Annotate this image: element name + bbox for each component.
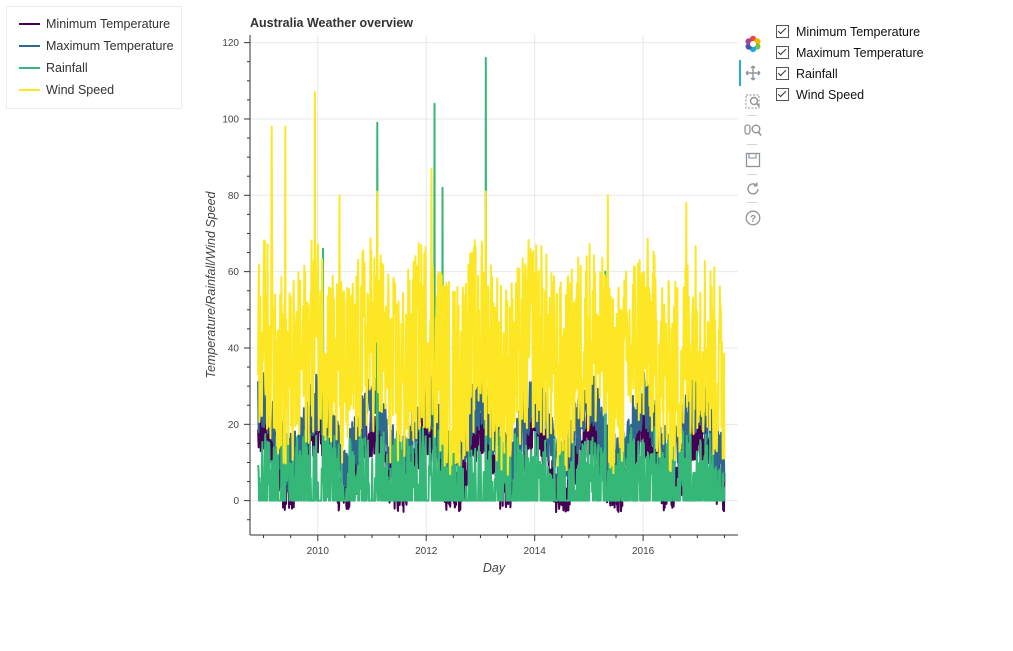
bokeh-logo-icon[interactable] (743, 34, 763, 54)
checkbox-max-temp[interactable]: Maximum Temperature (776, 42, 924, 63)
series-checkbox-group: Minimum Temperature Maximum Temperature … (776, 21, 924, 105)
legend-item-wind-speed[interactable]: Wind Speed (19, 80, 114, 100)
x-tick-label: 2012 (415, 546, 438, 557)
checkbox-rainfall[interactable]: Rainfall (776, 63, 924, 84)
legend-label: Wind Speed (46, 83, 115, 97)
legend-swatch-wind-speed (19, 89, 40, 91)
active-tool-indicator (739, 60, 741, 86)
checkbox-checked-icon[interactable] (776, 25, 789, 38)
chart-title: Australia Weather overview (250, 16, 414, 30)
chart-toolbar: ? (739, 30, 767, 230)
checkbox-checked-icon[interactable] (776, 46, 789, 59)
legend-swatch-max-temp (19, 45, 40, 47)
box-zoom-icon[interactable] (743, 92, 763, 112)
checkbox-label: Minimum Temperature (796, 24, 921, 39)
legend-label: Maximum Temperature (46, 39, 174, 53)
checkbox-label: Maximum Temperature (796, 45, 924, 60)
help-icon[interactable]: ? (743, 208, 763, 228)
pan-icon[interactable] (743, 63, 763, 83)
save-icon[interactable] (743, 150, 763, 170)
reset-icon[interactable] (743, 179, 763, 199)
y-tick-label: 40 (228, 343, 240, 354)
toolbar-separator (747, 115, 757, 116)
checkbox-label: Wind Speed (796, 87, 865, 102)
checkbox-checked-icon[interactable] (776, 88, 789, 101)
series-line-wind-speed (257, 91, 726, 476)
checkbox-wind-speed[interactable]: Wind Speed (776, 84, 924, 105)
checkbox-label: Rainfall (796, 66, 838, 81)
chart-legend: Minimum Temperature Maximum Temperature … (6, 6, 182, 109)
legend-item-max-temp[interactable]: Maximum Temperature (19, 36, 174, 56)
checkbox-min-temp[interactable]: Minimum Temperature (776, 21, 924, 42)
checkbox-checked-icon[interactable] (776, 67, 789, 80)
legend-swatch-rainfall (19, 67, 40, 69)
y-tick-label: 80 (228, 191, 240, 202)
svg-text:?: ? (750, 214, 756, 225)
x-tick-label: 2014 (524, 546, 547, 557)
y-tick-label: 60 (228, 267, 240, 278)
toolbar-separator (747, 174, 757, 175)
x-axis-label: Day (483, 561, 506, 575)
wheel-zoom-icon[interactable] (743, 120, 763, 140)
legend-item-rainfall[interactable]: Rainfall (19, 58, 88, 78)
x-tick-label: 2010 (307, 546, 330, 557)
toolbar-separator (747, 144, 757, 145)
series-line-rainfall (257, 56, 726, 502)
y-axis-label: Temperature/Rainfall/Wind Speed (204, 190, 218, 378)
y-tick-label: 0 (233, 496, 239, 507)
legend-label: Rainfall (46, 61, 88, 75)
y-tick-label: 120 (222, 38, 239, 49)
legend-item-min-temp[interactable]: Minimum Temperature (19, 14, 170, 34)
toolbar-separator (747, 202, 757, 203)
x-tick-label: 2016 (632, 546, 655, 557)
y-tick-label: 100 (222, 114, 239, 125)
y-tick-label: 20 (228, 420, 240, 431)
legend-label: Minimum Temperature (46, 17, 171, 31)
legend-swatch-min-temp (19, 23, 40, 25)
